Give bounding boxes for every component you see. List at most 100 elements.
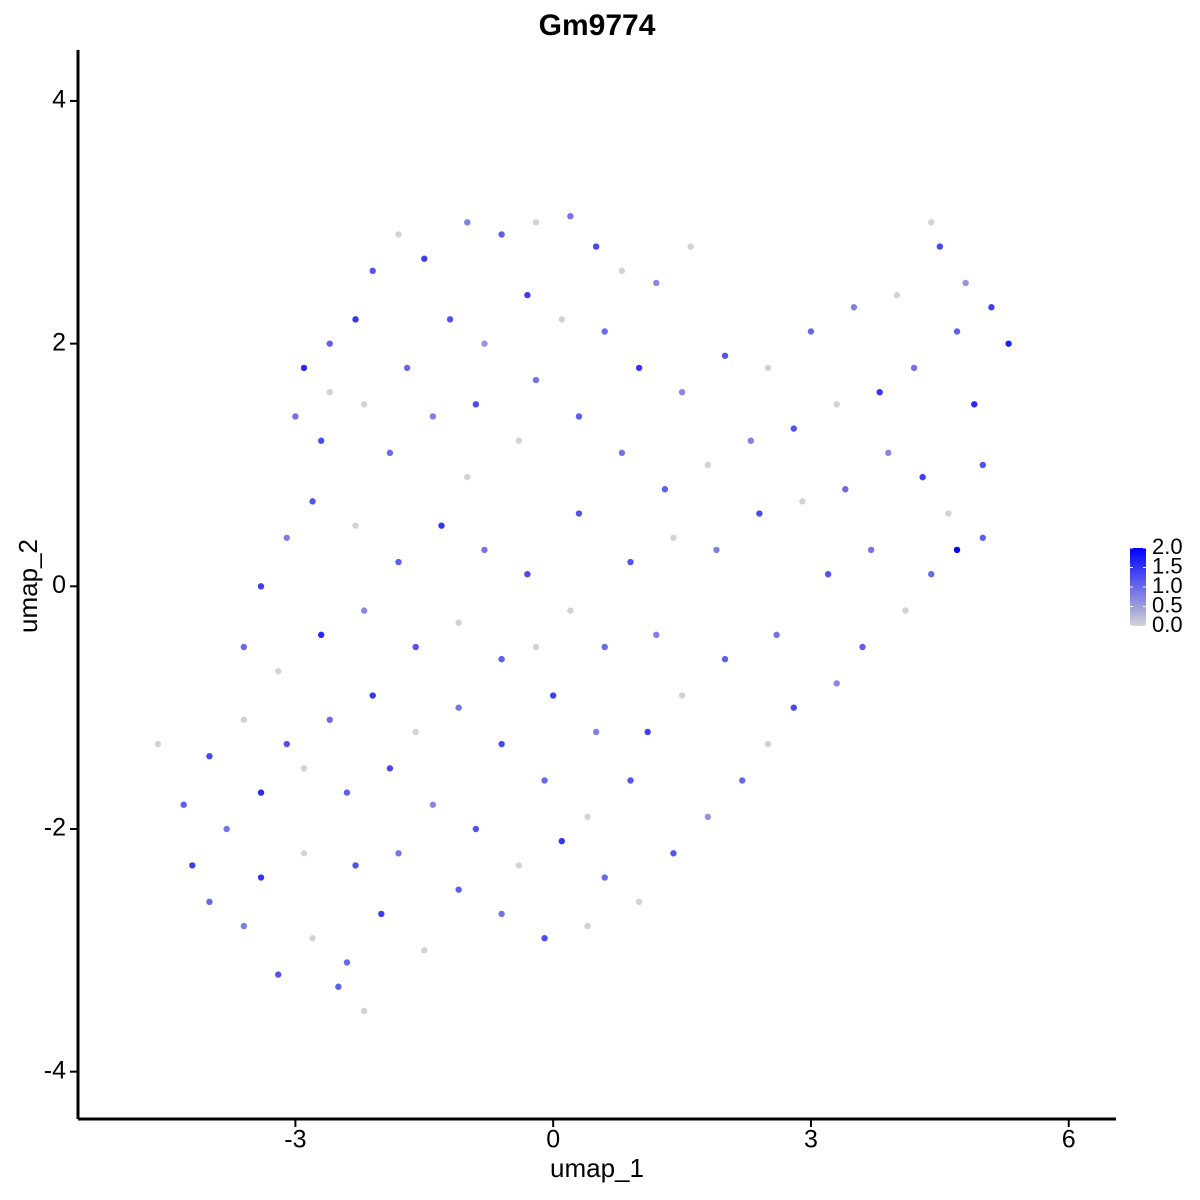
- point: [558, 316, 565, 323]
- point: [257, 874, 265, 881]
- point: [584, 922, 591, 930]
- point: [240, 716, 248, 723]
- point: [859, 643, 866, 651]
- point: [953, 546, 961, 554]
- point: [481, 546, 488, 554]
- point: [885, 449, 892, 457]
- point: [592, 243, 600, 250]
- point: [352, 522, 359, 529]
- point: [240, 922, 248, 930]
- point: [498, 740, 505, 748]
- point: [532, 376, 540, 384]
- point: [833, 680, 840, 687]
- y-tick-label: -4: [44, 1056, 66, 1084]
- point: [790, 425, 797, 432]
- point: [412, 643, 419, 651]
- point: [756, 510, 763, 517]
- point: [541, 777, 548, 784]
- point: [567, 213, 574, 220]
- point: [455, 704, 462, 711]
- point: [206, 898, 213, 906]
- point: [936, 243, 944, 250]
- point: [395, 850, 402, 857]
- point: [498, 910, 505, 918]
- point: [971, 401, 978, 408]
- point: [910, 364, 918, 372]
- point: [721, 352, 729, 359]
- point: [558, 837, 565, 845]
- point: [575, 413, 583, 420]
- point: [180, 801, 187, 808]
- point: [300, 765, 308, 772]
- point: [386, 765, 394, 772]
- point: [790, 704, 797, 711]
- point: [979, 461, 987, 469]
- point: [412, 728, 419, 736]
- point: [575, 510, 583, 517]
- point: [309, 935, 316, 942]
- point: [421, 947, 428, 954]
- point: [257, 583, 265, 590]
- point: [421, 255, 428, 262]
- point: [498, 655, 505, 663]
- point: [704, 813, 712, 821]
- point: [601, 874, 608, 881]
- y-tick-label: -2: [44, 814, 66, 842]
- point: [618, 267, 626, 275]
- point: [309, 498, 316, 505]
- y-axis-title: umap_2: [13, 539, 43, 633]
- y-tick-label: 0: [52, 571, 66, 599]
- point: [653, 279, 660, 287]
- point: [360, 1007, 368, 1015]
- point: [747, 437, 755, 444]
- point: [988, 304, 995, 311]
- point: [739, 777, 746, 784]
- colorbar-label: 1.0: [1152, 573, 1183, 598]
- point: [335, 983, 342, 990]
- colorbar-label: 2.0: [1152, 534, 1183, 559]
- point: [275, 971, 282, 978]
- point: [618, 449, 626, 457]
- point: [867, 546, 875, 554]
- point: [395, 231, 402, 238]
- point: [687, 243, 694, 250]
- colorbar: [1130, 548, 1146, 626]
- point: [369, 692, 376, 699]
- point: [300, 364, 308, 372]
- point: [524, 291, 531, 299]
- point: [403, 364, 411, 372]
- point: [257, 789, 265, 796]
- y-tick-label: 4: [52, 86, 66, 114]
- point: [429, 801, 437, 808]
- point: [876, 388, 883, 396]
- point: [721, 655, 729, 663]
- point: [549, 692, 557, 699]
- point: [464, 473, 471, 481]
- point: [524, 570, 531, 578]
- colorbar-label: 0.0: [1152, 612, 1183, 637]
- point: [678, 692, 686, 699]
- point: [498, 231, 505, 238]
- point: [472, 825, 480, 833]
- point: [283, 534, 291, 541]
- point: [635, 364, 643, 372]
- point: [464, 219, 471, 226]
- point: [592, 728, 600, 736]
- x-tick-label: -3: [284, 1126, 306, 1154]
- point: [670, 850, 677, 857]
- chart-title: Gm9774: [539, 9, 656, 42]
- point: [352, 316, 359, 323]
- point: [206, 752, 213, 760]
- point: [446, 316, 454, 323]
- point: [240, 643, 248, 651]
- point: [429, 413, 437, 420]
- point: [369, 267, 376, 275]
- point: [979, 534, 987, 541]
- point: [824, 570, 832, 578]
- colorbar-label: 1.5: [1152, 553, 1183, 578]
- point: [919, 473, 926, 481]
- point: [773, 631, 780, 639]
- point: [326, 340, 333, 347]
- point: [567, 607, 574, 614]
